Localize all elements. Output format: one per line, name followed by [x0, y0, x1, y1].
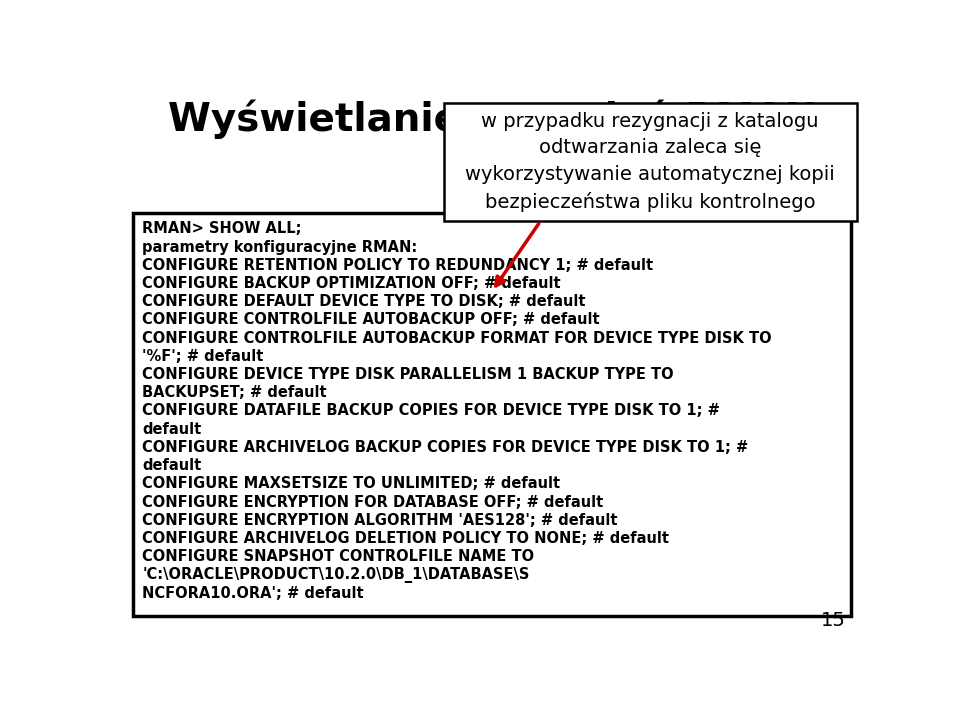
Text: parametry konfiguracyjne RMAN:: parametry konfiguracyjne RMAN:: [142, 239, 418, 255]
Text: RMAN> SHOW ALL;: RMAN> SHOW ALL;: [142, 222, 301, 237]
Text: NCFORA10.ORA'; # default: NCFORA10.ORA'; # default: [142, 586, 364, 601]
Text: w przypadku rezygnacji z katalogu
odtwarzania zaleca się
wykorzystywanie automat: w przypadku rezygnacji z katalogu odtwar…: [466, 112, 835, 212]
Text: CONFIGURE MAXSETSIZE TO UNLIMITED; # default: CONFIGURE MAXSETSIZE TO UNLIMITED; # def…: [142, 476, 561, 491]
FancyArrowPatch shape: [495, 224, 539, 286]
Text: CONFIGURE ARCHIVELOG DELETION POLICY TO NONE; # default: CONFIGURE ARCHIVELOG DELETION POLICY TO …: [142, 531, 669, 546]
Text: CONFIGURE ENCRYPTION FOR DATABASE OFF; # default: CONFIGURE ENCRYPTION FOR DATABASE OFF; #…: [142, 495, 604, 510]
Text: CONFIGURE BACKUP OPTIMIZATION OFF; # default: CONFIGURE BACKUP OPTIMIZATION OFF; # def…: [142, 276, 561, 291]
Text: default: default: [142, 458, 202, 473]
Text: BACKUPSET; # default: BACKUPSET; # default: [142, 385, 327, 400]
Text: 15: 15: [821, 611, 846, 630]
Text: CONFIGURE RETENTION POLICY TO REDUNDANCY 1; # default: CONFIGURE RETENTION POLICY TO REDUNDANCY…: [142, 257, 654, 272]
FancyBboxPatch shape: [444, 103, 856, 222]
Text: CONFIGURE CONTROLFILE AUTOBACKUP OFF; # default: CONFIGURE CONTROLFILE AUTOBACKUP OFF; # …: [142, 313, 600, 328]
FancyBboxPatch shape: [133, 213, 852, 616]
Text: Wyświetlanie ustawień RMAN: Wyświetlanie ustawień RMAN: [167, 100, 817, 139]
Text: CONFIGURE DEFAULT DEVICE TYPE TO DISK; # default: CONFIGURE DEFAULT DEVICE TYPE TO DISK; #…: [142, 294, 586, 309]
Text: 'C:\ORACLE\PRODUCT\10.2.0\DB_1\DATABASE\S: 'C:\ORACLE\PRODUCT\10.2.0\DB_1\DATABASE\…: [142, 567, 530, 584]
Text: default: default: [142, 422, 202, 437]
Text: CONFIGURE DEVICE TYPE DISK PARALLELISM 1 BACKUP TYPE TO: CONFIGURE DEVICE TYPE DISK PARALLELISM 1…: [142, 367, 674, 382]
Text: CONFIGURE ARCHIVELOG BACKUP COPIES FOR DEVICE TYPE DISK TO 1; #: CONFIGURE ARCHIVELOG BACKUP COPIES FOR D…: [142, 440, 749, 455]
Text: CONFIGURE SNAPSHOT CONTROLFILE NAME TO: CONFIGURE SNAPSHOT CONTROLFILE NAME TO: [142, 549, 535, 564]
Text: CONFIGURE DATAFILE BACKUP COPIES FOR DEVICE TYPE DISK TO 1; #: CONFIGURE DATAFILE BACKUP COPIES FOR DEV…: [142, 404, 720, 419]
Text: CONFIGURE ENCRYPTION ALGORITHM 'AES128'; # default: CONFIGURE ENCRYPTION ALGORITHM 'AES128';…: [142, 513, 618, 528]
Text: '%F'; # default: '%F'; # default: [142, 349, 264, 364]
Text: CONFIGURE CONTROLFILE AUTOBACKUP FORMAT FOR DEVICE TYPE DISK TO: CONFIGURE CONTROLFILE AUTOBACKUP FORMAT …: [142, 331, 772, 346]
